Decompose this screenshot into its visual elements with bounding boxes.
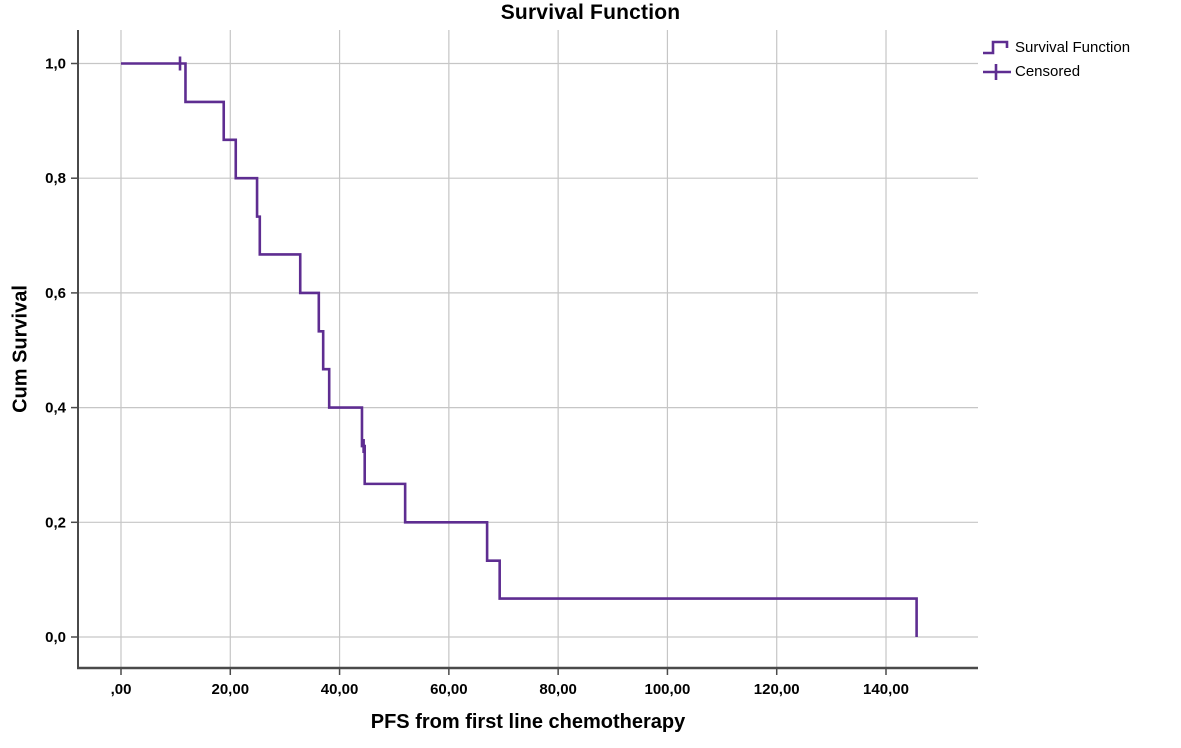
legend: Survival Function Censored <box>981 36 1130 83</box>
x-tick-label: 100,00 <box>644 681 690 698</box>
y-tick-label: 1,0 <box>45 56 66 73</box>
x-tick-label: 20,00 <box>212 681 250 698</box>
y-tick-label: 0,2 <box>45 514 66 531</box>
gridlines <box>78 30 978 668</box>
legend-item-censored: Censored <box>981 60 1130 83</box>
x-tick-label: 120,00 <box>754 681 800 698</box>
y-tick-label: 0,4 <box>45 400 67 417</box>
x-axis-title: PFS from first line chemotherapy <box>370 711 686 733</box>
step-line-icon <box>983 40 1009 54</box>
plus-icon <box>983 63 1011 80</box>
legend-label: Survival Function <box>1015 39 1131 56</box>
tick-labels: ,00 20,00 40,00 60,00 80,00 100,00 120,00 140,0… <box>45 56 909 699</box>
x-tick-label: 80,00 <box>539 681 577 698</box>
x-tick-label: ,00 <box>111 681 132 698</box>
y-tick-label: 0,6 <box>45 285 66 302</box>
legend-item-survival-function: Survival Function <box>981 36 1130 59</box>
x-tick-label: 60,00 <box>430 681 468 698</box>
survival-curve <box>121 62 918 637</box>
tick-marks <box>71 62 887 675</box>
legend-label: Censored <box>1015 63 1081 80</box>
x-tick-label: 40,00 <box>321 681 359 698</box>
y-tick-label: 0,0 <box>45 629 66 646</box>
x-tick-label: 140,00 <box>863 681 909 698</box>
y-tick-label: 0,8 <box>45 170 66 187</box>
chart-title: Survival Function <box>500 1 681 24</box>
